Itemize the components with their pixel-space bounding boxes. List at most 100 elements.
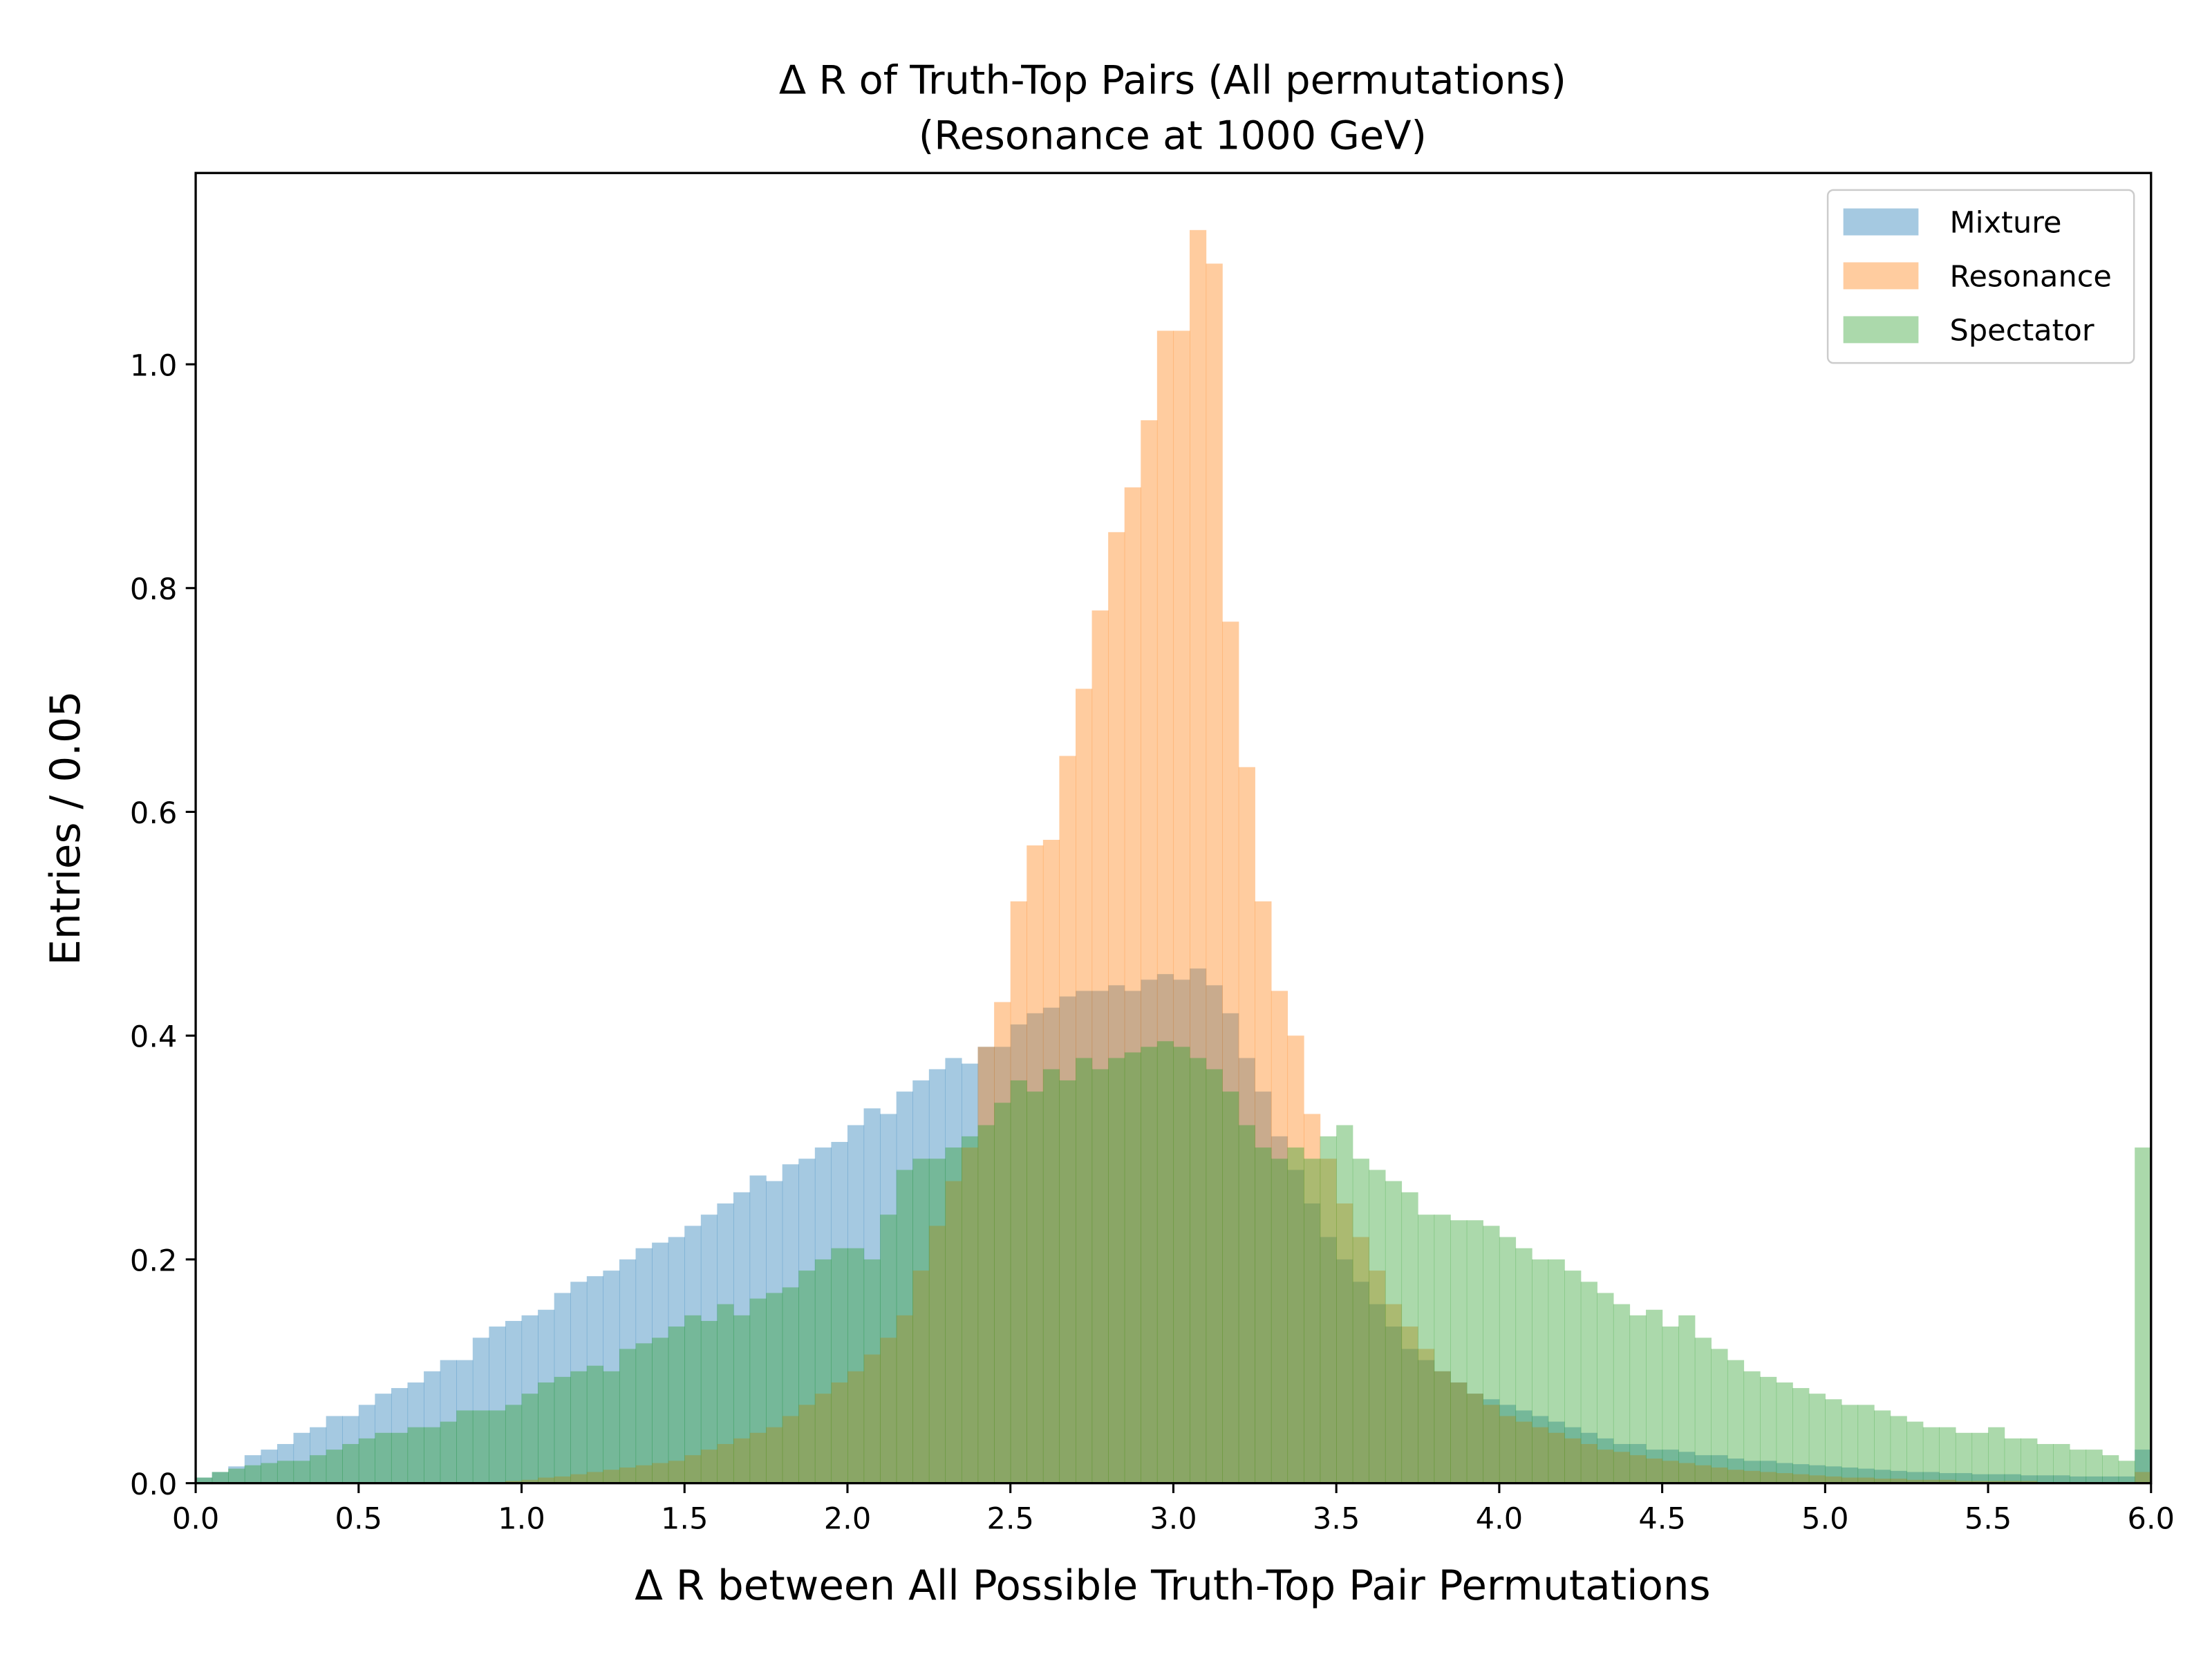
bar	[1287, 1035, 1304, 1483]
x-tick-label: 5.5	[1965, 1501, 2012, 1536]
y-tick-label: 0.4	[130, 1020, 177, 1055]
bar	[1760, 1461, 1777, 1483]
bar	[1808, 1475, 1826, 1483]
bar	[668, 1327, 685, 1483]
bar	[570, 1474, 588, 1483]
bar	[2118, 1461, 2135, 1483]
bar	[472, 1410, 489, 1483]
bar	[1336, 1203, 1353, 1483]
x-tick-label: 0.0	[172, 1501, 219, 1536]
y-axis-label: Entries / 0.05	[42, 691, 90, 965]
bar	[2135, 1450, 2152, 1483]
bar	[505, 1320, 523, 1483]
bar	[1483, 1399, 1500, 1483]
bar	[1124, 991, 1141, 1483]
bar	[2135, 1147, 2152, 1483]
bar	[766, 1427, 783, 1483]
bar	[586, 1472, 604, 1483]
bar	[1418, 1349, 1435, 1483]
bar	[1971, 1474, 1989, 1483]
bar	[1450, 1220, 1468, 1483]
bar	[1613, 1452, 1631, 1483]
bar	[1076, 1058, 1093, 1483]
bar	[1173, 1047, 1190, 1483]
bar	[1678, 1463, 1696, 1483]
bar	[684, 1455, 702, 1483]
bar	[1304, 1203, 1321, 1483]
x-tick-label: 2.0	[824, 1501, 871, 1536]
bar	[635, 1343, 653, 1483]
x-axis-label: Δ R between All Possible Truth-Top Pair …	[635, 1562, 1710, 1610]
bar	[261, 1463, 278, 1483]
bar	[1336, 1259, 1353, 1483]
bar	[586, 1276, 604, 1483]
x-tick-label: 1.0	[498, 1501, 545, 1536]
bar	[1988, 1474, 2005, 1483]
bar	[619, 1467, 637, 1483]
bar	[880, 1114, 897, 1483]
bar	[1825, 1476, 1842, 1483]
bar	[1418, 1360, 1435, 1483]
x-tick-label: 1.5	[661, 1501, 708, 1536]
bar	[1206, 1069, 1223, 1483]
bar	[733, 1438, 751, 1483]
bar	[668, 1461, 685, 1483]
bar	[766, 1293, 783, 1483]
bar	[2086, 1476, 2103, 1483]
bar	[1532, 1416, 1549, 1483]
bar	[603, 1371, 620, 1483]
bar	[1059, 1080, 1076, 1483]
bar	[1646, 1450, 1663, 1483]
x-tick-label: 0.5	[335, 1501, 382, 1536]
bar	[684, 1315, 702, 1483]
bar	[1760, 1376, 1777, 1483]
bar	[1711, 1455, 1728, 1483]
bar	[1548, 1259, 1565, 1483]
bar	[1369, 1170, 1386, 1483]
bar	[912, 1080, 930, 1483]
x-tick-label: 2.5	[986, 1501, 1033, 1536]
legend-label: Spectator	[1950, 313, 2094, 348]
bar	[945, 1147, 962, 1483]
x-tick-label: 6.0	[2128, 1501, 2175, 1536]
bar	[1222, 1013, 1239, 1483]
bar	[244, 1455, 261, 1483]
bar	[1678, 1315, 1696, 1483]
bar	[1613, 1304, 1631, 1483]
bar	[1352, 1159, 1369, 1483]
bar	[652, 1338, 669, 1483]
bar	[1906, 1472, 1924, 1483]
bar	[1108, 1058, 1125, 1483]
bar	[1320, 1237, 1337, 1483]
bar	[1434, 1371, 1451, 1483]
bar	[1287, 1170, 1304, 1483]
bar	[880, 1338, 897, 1483]
bar	[994, 1103, 1011, 1483]
legend: Mixture Resonance Spectator	[1826, 189, 2135, 364]
bar	[1304, 1114, 1321, 1483]
bar	[1466, 1394, 1483, 1483]
bar	[391, 1432, 409, 1483]
bar	[1841, 1477, 1859, 1483]
bar	[847, 1248, 865, 1483]
bar	[1939, 1479, 1956, 1483]
bar	[782, 1416, 799, 1483]
bar	[1564, 1271, 1582, 1483]
bar	[521, 1479, 538, 1483]
bar	[2086, 1450, 2103, 1483]
bar	[749, 1298, 767, 1483]
bar	[1564, 1438, 1582, 1483]
bar	[1580, 1443, 1597, 1483]
bar	[749, 1432, 767, 1483]
bar	[1955, 1432, 1973, 1483]
bar	[1401, 1349, 1418, 1483]
bar	[1401, 1327, 1418, 1483]
bar	[424, 1427, 441, 1483]
bar	[1059, 756, 1076, 1483]
bar	[1646, 1459, 1663, 1483]
bar	[928, 1159, 946, 1483]
bar	[1515, 1421, 1533, 1483]
bar	[961, 1063, 979, 1483]
bar	[1238, 1125, 1255, 1483]
